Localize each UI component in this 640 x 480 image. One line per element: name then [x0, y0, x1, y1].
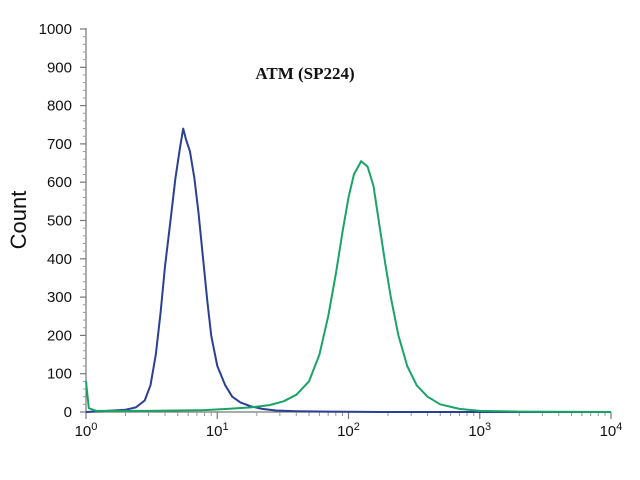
y-tick-label: 300: [47, 289, 72, 306]
y-tick-label: 600: [47, 174, 72, 191]
x-tick-label: 100: [75, 421, 98, 440]
y-tick-label: 0: [64, 404, 72, 421]
y-tick-label: 400: [47, 251, 72, 268]
x-tick-label: 103: [468, 421, 491, 440]
x-tick-label: 104: [600, 421, 623, 440]
x-tick-label: 101: [206, 421, 229, 440]
x-tick-label: 102: [337, 421, 360, 440]
y-tick-label: 800: [47, 98, 72, 115]
y-tick-label: 100: [47, 366, 72, 383]
y-tick-label: 1000: [39, 21, 72, 38]
series-line-1: [85, 127, 611, 413]
series-line-2: [85, 160, 612, 413]
y-tick-label: 900: [47, 59, 72, 76]
y-axis-label: Count: [6, 191, 31, 250]
series-layer: [85, 127, 612, 413]
y-tick-label: 500: [47, 213, 72, 230]
y-tick-label: 700: [47, 136, 72, 153]
y-tick-label: 200: [47, 327, 72, 344]
chart-title: ATM (SP224): [255, 64, 354, 83]
